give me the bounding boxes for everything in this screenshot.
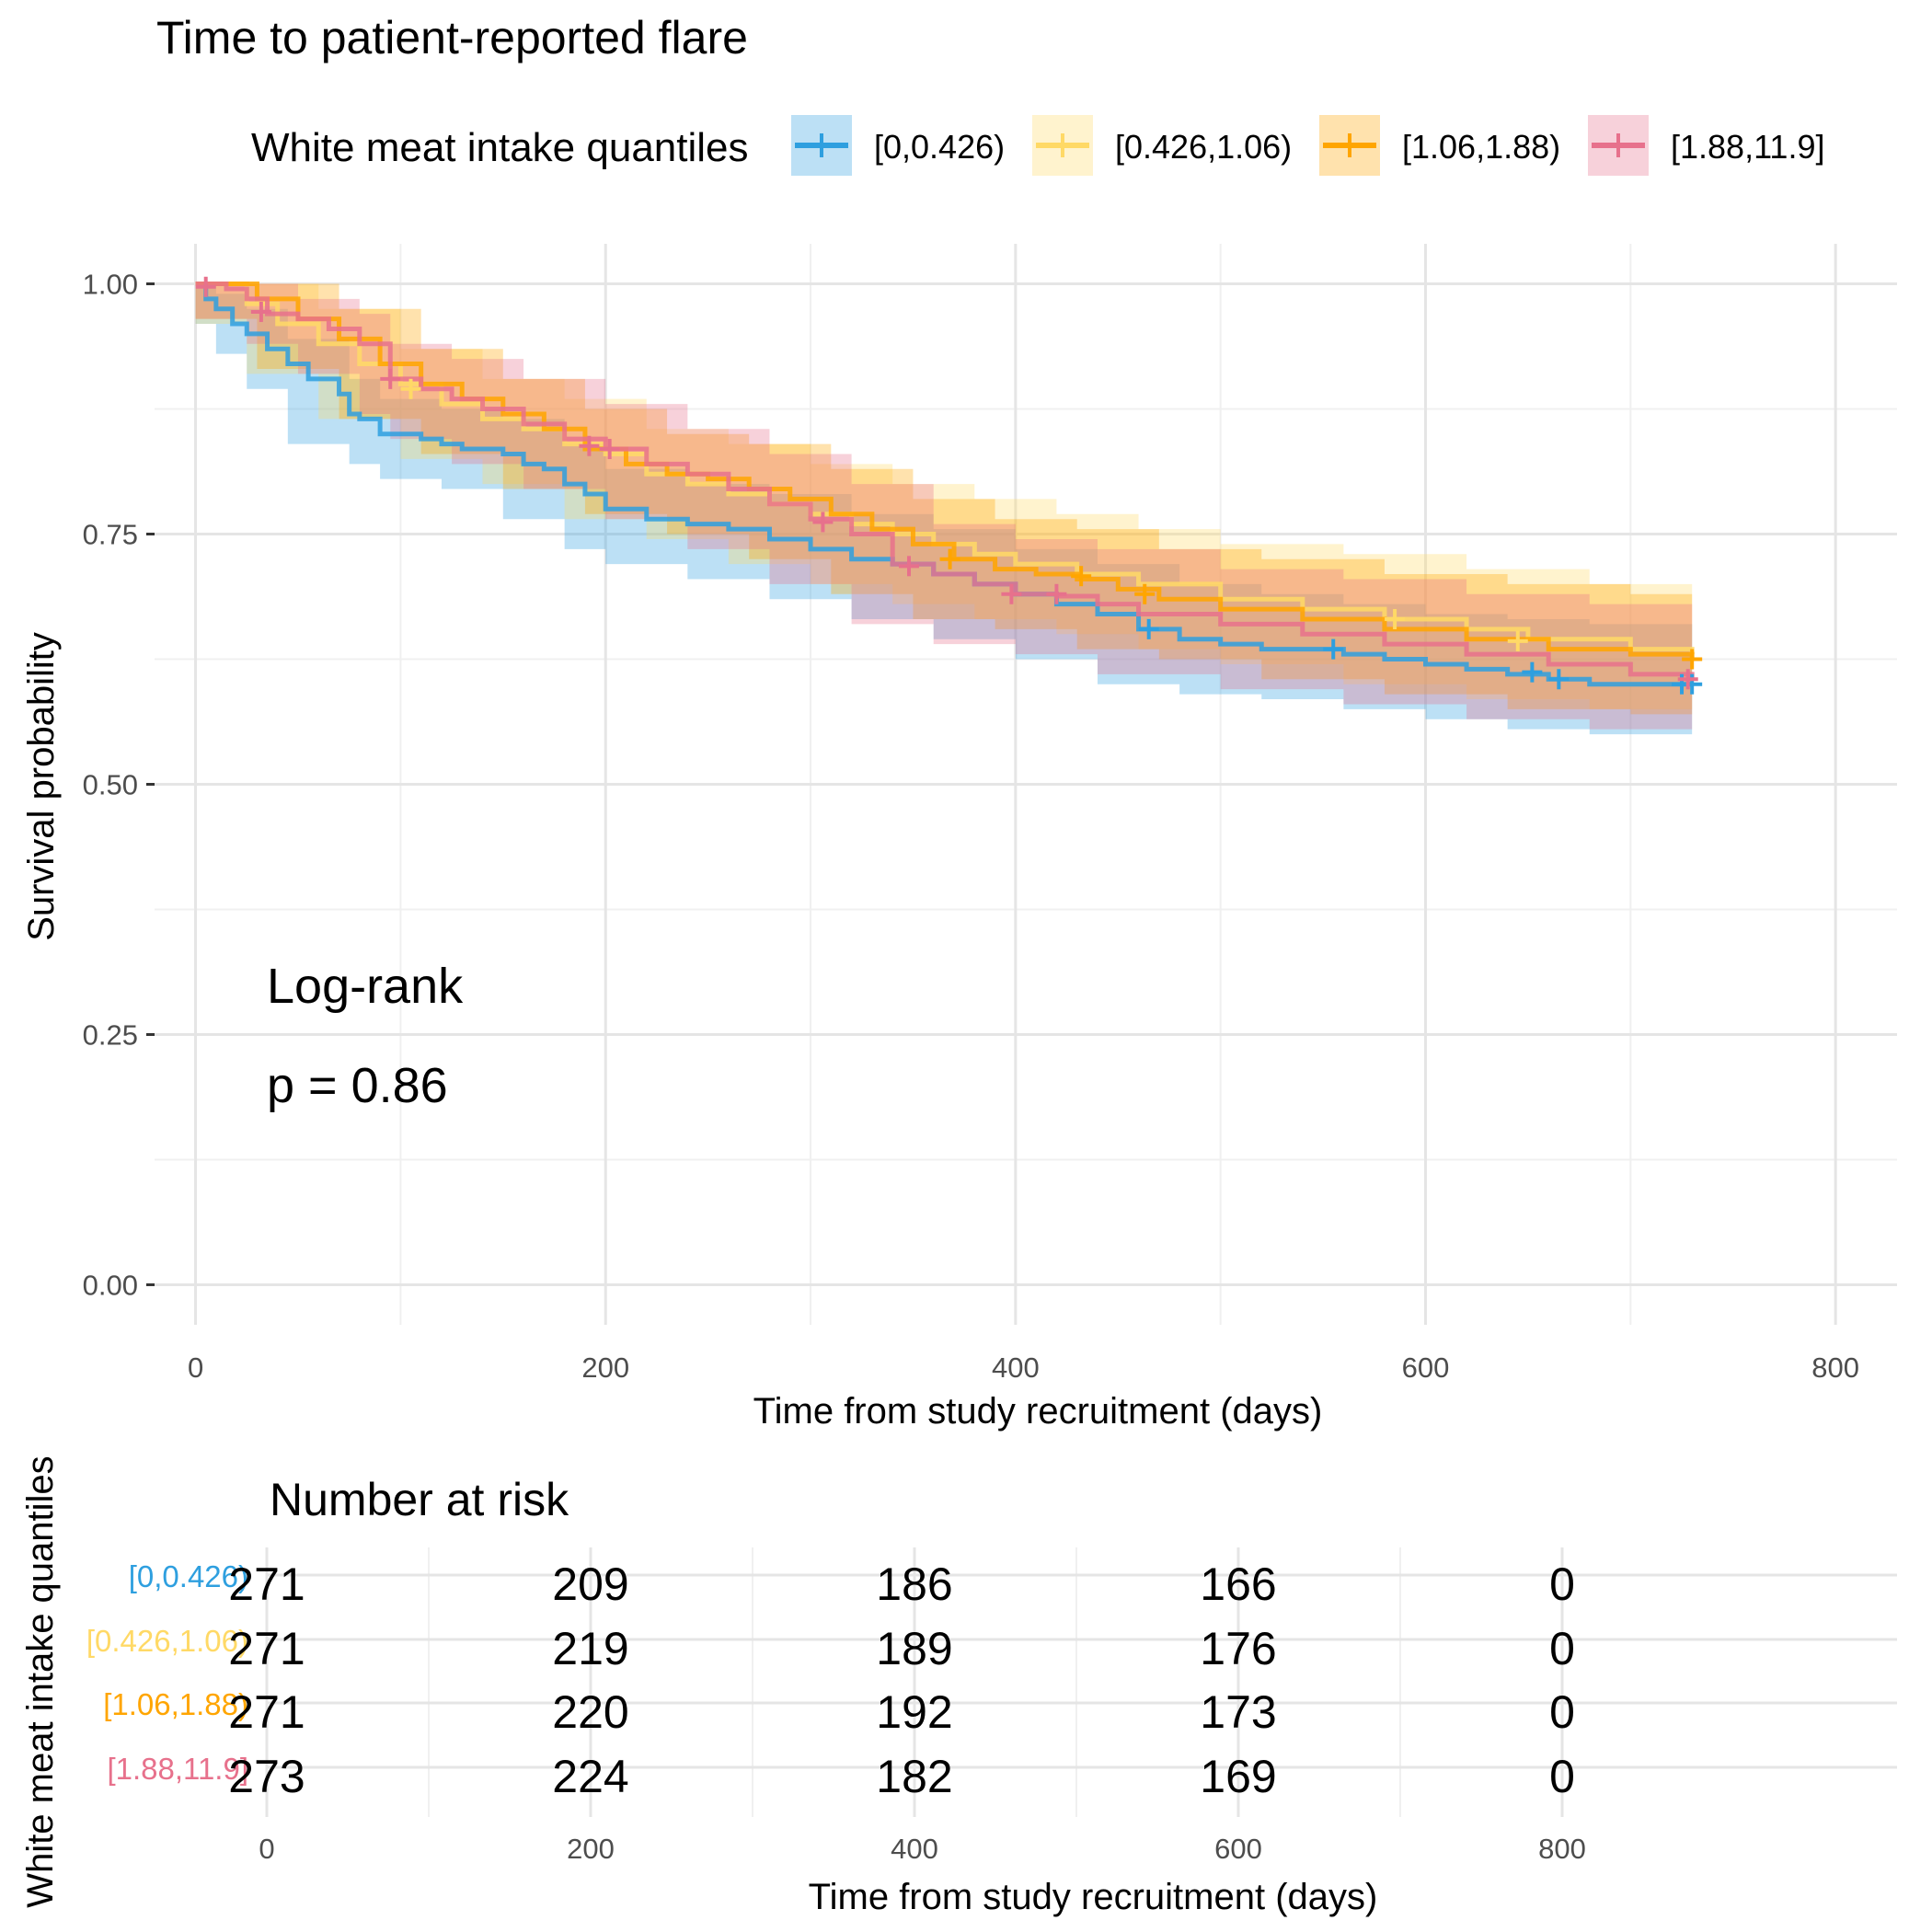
legend-label: [1.88,11.9] xyxy=(1671,128,1824,166)
censor-mark xyxy=(1323,638,1344,660)
legend-label: [0.426,1.06) xyxy=(1115,128,1292,166)
risk-count: 169 xyxy=(1200,1751,1276,1802)
risk-count: 209 xyxy=(552,1558,628,1610)
risk-count: 192 xyxy=(876,1686,952,1738)
censor-mark xyxy=(1385,608,1406,629)
x-tick-label: 400 xyxy=(992,1351,1040,1384)
risk-row-label: [1.88,11.9] xyxy=(107,1752,248,1786)
risk-count: 182 xyxy=(876,1751,952,1802)
y-tick-label: 0.00 xyxy=(83,1269,138,1301)
risk-row-label: [0,0.426) xyxy=(129,1559,248,1593)
axes: 0.00 0.25 0.50 0.75 1.00 0 200 400 600 800 xyxy=(83,269,1859,1384)
risk-count: 189 xyxy=(876,1623,952,1674)
risk-x-tick-label: 600 xyxy=(1214,1833,1262,1865)
censor-mark xyxy=(195,276,216,297)
risk-x-tick-label: 200 xyxy=(567,1833,615,1865)
x-tick-label: 800 xyxy=(1811,1351,1859,1384)
risk-count: 0 xyxy=(1549,1623,1575,1674)
risk-count: 271 xyxy=(228,1623,305,1674)
chart-title: Time to patient-reported flare xyxy=(156,12,748,63)
risk-row-label: [0.426,1.06) xyxy=(86,1624,248,1658)
censor-mark xyxy=(1001,583,1022,604)
censor-marks xyxy=(195,276,1703,695)
x-tick-label: 200 xyxy=(581,1351,629,1384)
censor-mark xyxy=(1046,583,1067,604)
y-tick-label: 0.75 xyxy=(83,519,138,551)
logrank-label: Log-rank xyxy=(267,959,464,1014)
survival-curves xyxy=(195,282,1695,687)
censor-mark xyxy=(1682,649,1703,670)
legend: [0,0.426) [0.426,1.06) [1.06,1.88) [1.88,11… xyxy=(791,115,1824,176)
risk-x-tick-label: 400 xyxy=(891,1833,938,1865)
risk-row-label: [1.06,1.88) xyxy=(103,1687,248,1721)
censor-mark xyxy=(380,368,401,389)
risk-table-title: Number at risk xyxy=(270,1474,569,1525)
y-tick-label: 1.00 xyxy=(83,269,138,301)
risk-count: 176 xyxy=(1200,1623,1276,1674)
risk-table-grid xyxy=(265,1547,1897,1817)
risk-table: [0,0.426)271 209 186 166 0[0.426,1.06)271 219… xyxy=(86,1558,1586,1865)
risk-count: 220 xyxy=(552,1686,628,1738)
risk-count: 219 xyxy=(552,1623,628,1674)
censor-mark xyxy=(812,512,834,533)
risk-count: 0 xyxy=(1549,1558,1575,1610)
censor-mark xyxy=(400,378,421,399)
x-tick-label: 600 xyxy=(1402,1351,1450,1384)
risk-x-axis-label: Time from study recruitment (days) xyxy=(809,1877,1378,1917)
y-tick-label: 0.25 xyxy=(83,1018,138,1051)
risk-count: 0 xyxy=(1549,1751,1575,1802)
plot-grid xyxy=(155,244,1897,1325)
censor-mark xyxy=(1138,618,1159,639)
censor-mark xyxy=(1548,669,1570,690)
confidence-band xyxy=(195,283,1693,715)
censor-mark xyxy=(599,439,620,460)
x-axis-label: Time from study recruitment (days) xyxy=(753,1391,1323,1432)
censor-mark xyxy=(898,556,919,577)
censor-mark xyxy=(939,548,960,569)
risk-count: 224 xyxy=(552,1751,628,1802)
risk-count: 271 xyxy=(228,1686,305,1738)
risk-count: 186 xyxy=(876,1558,952,1610)
confidence-band xyxy=(195,283,1693,709)
censor-mark xyxy=(250,301,271,322)
risk-y-axis-label: White meat intake quantiles xyxy=(20,1455,61,1907)
censor-mark xyxy=(1134,583,1156,604)
risk-count: 271 xyxy=(228,1558,305,1610)
survival-curve xyxy=(195,282,1695,660)
y-tick-label: 0.50 xyxy=(83,769,138,801)
survival-curve xyxy=(195,282,1695,680)
confidence-band xyxy=(195,283,1693,735)
risk-count: 166 xyxy=(1200,1558,1276,1610)
risk-count: 273 xyxy=(228,1751,305,1802)
risk-x-tick-label: 0 xyxy=(259,1833,274,1865)
x-tick-label: 0 xyxy=(188,1351,203,1384)
legend-label: [1.06,1.88) xyxy=(1402,128,1560,166)
y-axis-label: Survival probability xyxy=(21,632,62,941)
pvalue-label: p = 0.86 xyxy=(267,1058,448,1113)
censor-mark xyxy=(579,435,600,456)
risk-count: 0 xyxy=(1549,1686,1575,1738)
censor-mark xyxy=(1522,661,1543,683)
censor-mark xyxy=(1507,630,1528,651)
censor-mark xyxy=(1677,669,1698,690)
risk-count: 173 xyxy=(1200,1686,1276,1738)
censor-mark xyxy=(1071,566,1092,587)
legend-title: White meat intake quantiles xyxy=(251,125,749,170)
legend-label: [0,0.426) xyxy=(874,128,1005,166)
risk-x-tick-label: 800 xyxy=(1538,1833,1586,1865)
